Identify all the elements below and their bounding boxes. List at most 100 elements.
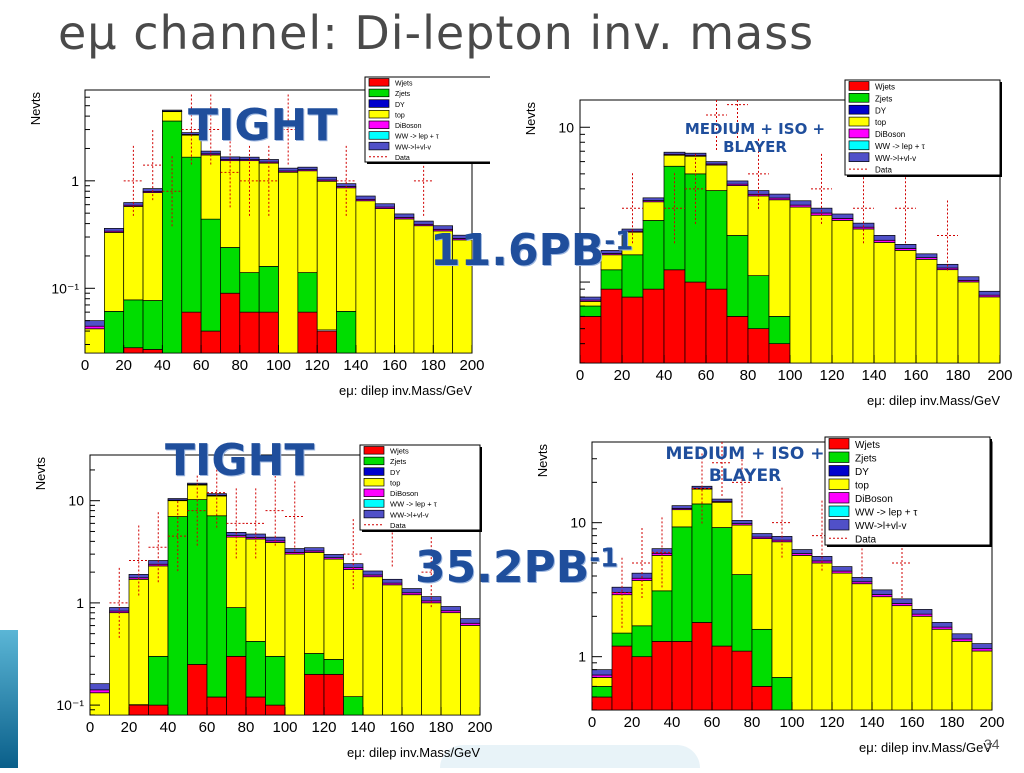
bar-wjets [632, 657, 652, 710]
bar-top [853, 229, 874, 363]
bar-wjets [298, 312, 317, 353]
bar-zjets [182, 157, 201, 312]
bar-ww [792, 550, 812, 554]
legend-label: DiBoson [390, 489, 418, 498]
x-tick-label: 180 [421, 357, 446, 374]
bar-ww [85, 321, 104, 327]
x-tick-label: 100 [266, 357, 291, 374]
x-tick-label: 200 [979, 714, 1004, 731]
bar-top [124, 206, 143, 299]
bar-zjets [672, 527, 692, 642]
bar-zjets [227, 608, 247, 657]
x-tick-label: 140 [343, 357, 368, 374]
bar-zjets [207, 516, 227, 697]
x-tick-label: 140 [861, 367, 886, 384]
x-axis-label: eμ: dilep inv.Mass/GeV [347, 745, 480, 760]
bar-top [580, 301, 601, 306]
bar-wjets [266, 705, 286, 715]
bar-ww [414, 221, 433, 224]
page-number: 34 [984, 736, 1000, 752]
lumi-exp-top: -1 [604, 226, 633, 256]
legend-label: WW -> lep + τ [855, 507, 917, 518]
bar-ww [872, 590, 892, 595]
x-tick-label: 160 [903, 367, 928, 384]
bar-top [305, 552, 325, 653]
x-tick-label: 60 [698, 367, 715, 384]
x-tick-label: 100 [779, 714, 804, 731]
y-tick-label: 10⁻¹ [51, 280, 79, 296]
y-axis-label: Nevts [523, 102, 538, 136]
bar-wjets [246, 697, 266, 715]
bar-top [664, 155, 685, 166]
bar-top [104, 232, 123, 311]
medium-line2: BLAYER [709, 466, 781, 486]
legend-label: Wjets [395, 81, 413, 88]
bar-top [149, 566, 169, 656]
legend-swatch [849, 82, 869, 91]
x-tick-label: 80 [231, 357, 248, 374]
bar-top [706, 165, 727, 191]
bar-zjets [727, 235, 748, 316]
bar-zjets [592, 686, 612, 697]
tight-label-bottom: TIGHT [165, 435, 314, 486]
bar-top [162, 112, 181, 121]
bar-wjets [188, 664, 208, 715]
bar-wjets [324, 674, 344, 715]
legend-swatch [369, 79, 389, 87]
bar-wjets [748, 329, 769, 363]
bar-top [201, 155, 220, 219]
bar-wjets [601, 289, 622, 363]
bar-ww [592, 670, 612, 675]
bar-wjets [592, 697, 612, 710]
bar-top [240, 161, 259, 273]
bar-zjets [298, 273, 317, 313]
bar-wjets [664, 270, 685, 363]
legend-swatch [829, 506, 849, 517]
bar-ww [769, 194, 790, 198]
bar-wjets [240, 312, 259, 353]
legend-label: Zjets [395, 91, 411, 98]
bar-zjets [305, 653, 325, 674]
bar-top [769, 200, 790, 317]
lumi-label-bottom: 35.2PB-1 [415, 542, 618, 593]
bar-top [279, 172, 298, 353]
y-axis-label: Nevts [535, 444, 550, 478]
bar-zjets [769, 316, 790, 343]
legend-label: Wjets [855, 440, 880, 451]
bar-wjets [652, 641, 672, 710]
bar-zjets [201, 219, 220, 331]
bar-top [727, 186, 748, 236]
x-tick-label: 160 [382, 357, 407, 374]
bar-wjets [692, 622, 712, 710]
x-tick-label: 120 [305, 357, 330, 374]
legend-label: top [855, 480, 869, 491]
bar-top [592, 677, 612, 686]
bar-top [958, 282, 979, 363]
bar-ww [952, 634, 972, 639]
bar-top [752, 539, 772, 630]
x-tick-label: 0 [588, 714, 596, 731]
x-axis-label: eμ: dilep inv.Mass/GeV [867, 393, 1000, 408]
bar-wjets [220, 293, 239, 353]
x-tick-label: 200 [987, 367, 1012, 384]
bar-wjets [305, 674, 325, 715]
x-tick-label: 0 [86, 719, 94, 736]
bar-zjets [324, 659, 344, 674]
bar-top [792, 555, 812, 710]
bar-ww [305, 548, 325, 551]
bar-ww [895, 244, 916, 248]
bar-top [227, 537, 247, 607]
lumi-value-top: 11.6PB [430, 225, 604, 276]
bar-top [811, 215, 832, 363]
legend-swatch [364, 500, 384, 508]
legend-label: Wjets [875, 83, 895, 92]
legend-label: DiBoson [875, 130, 905, 139]
bar-top [402, 595, 422, 715]
bar-top [266, 542, 286, 656]
bar-top [712, 502, 732, 527]
bar-top [298, 171, 317, 273]
bar-wjets [317, 331, 336, 353]
bar-ww [298, 167, 317, 170]
legend-label: Data [875, 166, 892, 175]
y-tick-label: 10 [558, 119, 574, 135]
